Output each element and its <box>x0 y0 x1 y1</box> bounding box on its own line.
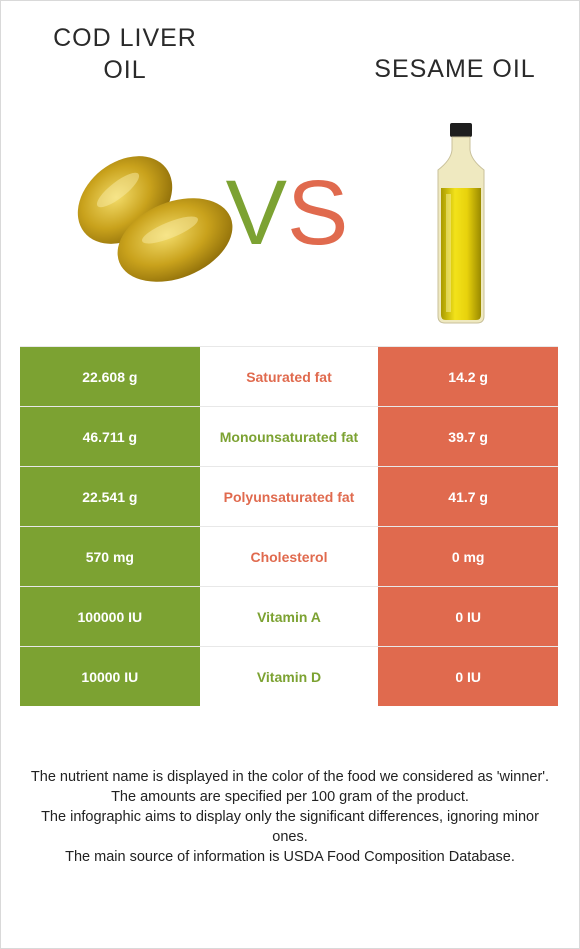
left-value-cell: 10000 IU <box>20 646 200 706</box>
left-value-cell: 22.608 g <box>20 346 200 407</box>
footer-line-winner: The nutrient name is displayed in the co… <box>30 769 550 785</box>
footer-line-significance: The infographic aims to display only the… <box>41 809 539 845</box>
left-value-cell: 22.541 g <box>20 466 200 527</box>
vs-v: V <box>225 162 287 264</box>
nutrient-name-cell: Vitamin D <box>199 646 379 706</box>
right-value-cell: 41.7 g <box>378 466 558 527</box>
nutrient-name-cell: Cholesterol <box>199 526 379 587</box>
table-row: 570 mg Cholesterol 0 mg <box>20 526 558 587</box>
right-value-cell: 14.2 g <box>378 346 558 407</box>
right-value-cell: 0 mg <box>378 526 558 587</box>
left-value-cell: 100000 IU <box>20 586 200 647</box>
footer-line-source: The main source of information is USDA F… <box>65 849 515 865</box>
left-food-title: COD LIVER OIL <box>53 24 197 84</box>
table-row: 46.711 g Monounsaturated fat 39.7 g <box>20 406 558 467</box>
nutrient-name-cell: Polyunsaturated fat <box>199 466 379 527</box>
left-value-cell: 570 mg <box>20 526 200 587</box>
right-value-cell: 0 IU <box>378 586 558 647</box>
footer-notes: The nutrient name is displayed in the co… <box>30 767 550 867</box>
nutrient-name-cell: Monounsaturated fat <box>199 406 379 467</box>
footer-line-amounts: The amounts are specified per 100 gram o… <box>111 789 469 805</box>
vs-s: S <box>287 162 349 264</box>
left-value-cell: 46.711 g <box>20 406 200 467</box>
versus-label: VS <box>222 158 352 268</box>
table-row: 22.608 g Saturated fat 14.2 g <box>20 346 558 407</box>
right-value-cell: 0 IU <box>378 646 558 706</box>
comparison-table: 22.608 g Saturated fat 14.2 g 46.711 g Monou… <box>20 346 558 706</box>
right-value-cell: 39.7 g <box>378 406 558 467</box>
cod-liver-oil-capsules-icon <box>77 156 233 282</box>
nutrient-name-cell: Saturated fat <box>199 346 379 407</box>
sesame-oil-bottle-icon <box>437 123 485 324</box>
nutrient-name-cell: Vitamin A <box>199 586 379 647</box>
table-row: 22.541 g Polyunsaturated fat 41.7 g <box>20 466 558 527</box>
right-food-title: SESAME OIL <box>374 55 536 83</box>
